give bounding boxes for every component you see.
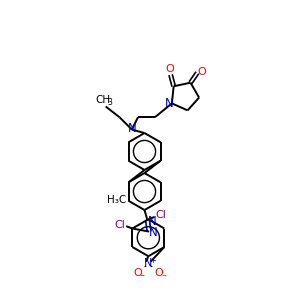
Text: ⁻: ⁻: [140, 273, 145, 283]
Text: Cl: Cl: [115, 220, 125, 230]
Text: N: N: [149, 226, 158, 239]
Text: O: O: [133, 268, 142, 278]
Text: N: N: [128, 122, 136, 134]
Text: N: N: [144, 258, 152, 268]
Text: H₃C: H₃C: [106, 195, 126, 205]
Text: O: O: [166, 64, 174, 74]
Text: CH: CH: [95, 94, 110, 104]
Text: ⁻: ⁻: [161, 273, 166, 283]
Text: 3: 3: [107, 98, 112, 107]
Text: N: N: [148, 215, 157, 228]
Text: O: O: [197, 67, 206, 77]
Text: N: N: [164, 97, 173, 110]
Text: O: O: [155, 268, 164, 278]
Text: +: +: [149, 256, 156, 265]
Text: Cl: Cl: [155, 210, 166, 220]
